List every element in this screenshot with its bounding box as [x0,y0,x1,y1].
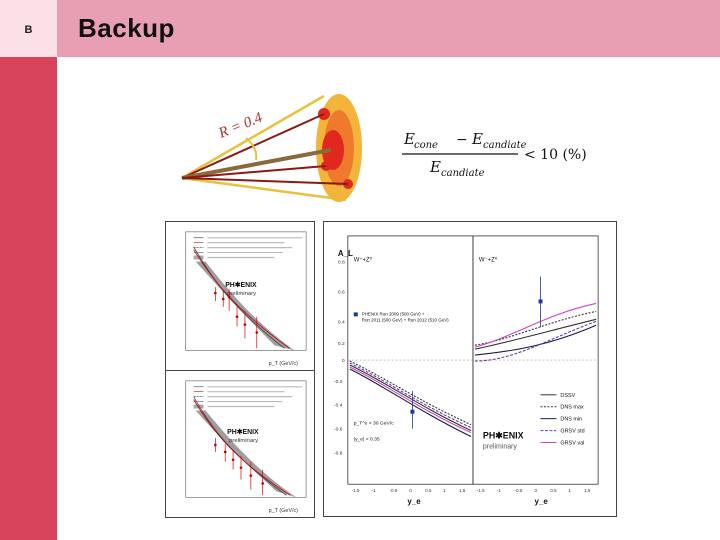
spectrum-band-top [195,261,295,351]
svg-text:1.5: 1.5 [584,488,591,493]
brand-sub-bottom: preliminary [229,438,258,444]
svg-text:-0.6: -0.6 [334,427,343,433]
formula-den: E [429,158,441,176]
section-marker-box: B [0,0,57,57]
formula-num-b-sub: candiate [483,140,527,151]
svg-text:Run 2011 (500 GeV) + Run 2012: Run 2011 (500 GeV) + Run 2012 (510 GeV) [362,317,449,322]
panel-left-label: W⁺+Z⁰ [354,257,373,264]
section-marker: B [24,24,33,36]
svg-text:0.5: 0.5 [425,488,432,493]
brand-asym: PH✱ENIX [483,431,524,441]
brand-sub-asym: preliminary [483,443,517,450]
spectrum-legend-bottom [193,386,303,409]
spectrum-points-top [214,287,259,349]
cut-eta: |y_e| < 0.35 [354,437,380,443]
formula-num-a: E [403,130,415,148]
xlabel-top: p_T (GeV/c) [269,361,299,367]
svg-text:-0.5: -0.5 [515,488,523,493]
cone-edge-top [181,94,325,180]
svg-text:1: 1 [568,488,571,493]
theory-legend: DSSV DNS max DNS min GRSV std GRSV val [540,393,585,446]
svg-text:-0.5: -0.5 [390,488,398,493]
svg-text:0.6: 0.6 [338,290,345,296]
panel-right-label: W⁻+Z⁰ [479,257,498,264]
xlabel-bottom: p_T (GeV/c) [269,508,299,514]
x-ticks: -1.5 -1 -0.5 0 0.5 1 1.5 -1.5 -1 -0.5 0 0.5 1 1.5 [352,488,591,493]
cone-radius-label: R = 0.4 [216,110,266,142]
svg-text:GRSV val: GRSV val [560,440,584,446]
spectrum-plot-top: PH✱ENIX preliminary p_T (GeV/c) [165,221,315,371]
cone-edge-bottom [181,176,347,202]
formula-den-sub: candiate [441,168,485,179]
brand-top: PH✱ENIX [225,281,257,289]
svg-text:-0.4: -0.4 [334,403,343,409]
brand-sub-top: preliminary [227,291,256,297]
radius-arc [245,137,258,161]
brand-bottom: PH✱ENIX [227,428,259,436]
svg-text:0.8: 0.8 [338,260,345,266]
spectrum-curve-a [193,246,285,349]
svg-text:PHENIX Run 2009 (500 GeV) +: PHENIX Run 2009 (500 GeV) + [362,311,425,316]
central-particle [322,130,344,170]
data-points-asym [410,276,543,429]
y-axis-label: A_L [338,249,353,258]
svg-text:GRSV std: GRSV std [560,429,584,435]
svg-text:1: 1 [443,488,446,493]
svg-text:DNS min: DNS min [560,417,582,423]
svg-text:DNS max: DNS max [560,405,584,411]
spectrum-plot-bottom: PH✱ENIX preliminary p_T (GeV/c) [165,370,315,518]
svg-text:-1.5: -1.5 [352,488,360,493]
svg-text:DSSV: DSSV [560,393,575,399]
svg-text:-0.2: -0.2 [334,379,343,385]
slide-title: Backup [78,13,175,43]
svg-text:0: 0 [342,358,345,364]
spectrum-curve-c [193,396,287,496]
formula-num-b: E [471,130,483,148]
formula-minus: − [456,132,468,148]
svg-text:1.5: 1.5 [459,488,466,493]
header-bar [0,0,720,57]
y-ticks: 0.8 0.6 0.4 0.2 0 -0.2 -0.4 -0.6 -0.8 [334,260,345,457]
isolation-cone-diagram: R = 0.4 [181,94,362,202]
asymmetry-plot: 0.8 0.6 0.4 0.2 0 -0.2 -0.4 -0.6 -0.8 A_… [323,221,617,517]
spectrum-band-bottom [195,410,297,498]
xlabel-left: y_e [407,497,421,506]
cut-pt: p_T^e > 30 GeV/c [354,421,394,427]
formula-relation: < 10 (%) [524,147,587,163]
curves-left [349,360,472,438]
track-2 [181,165,327,179]
svg-text:-0.8: -0.8 [334,450,343,456]
isolation-formula: E cone − E candiate E candiate < 10 (%) [402,130,587,179]
run-legend: PHENIX Run 2009 (500 GeV) + Run 2011 (50… [353,311,449,322]
spectrum-points-bottom [214,438,265,496]
svg-text:0.5: 0.5 [550,488,557,493]
track-3 [181,177,349,185]
svg-text:0: 0 [535,488,538,493]
svg-text:0: 0 [409,488,412,493]
xlabel-right: y_e [535,497,549,506]
spectrum-curve-d [193,399,291,496]
track-main [181,148,332,180]
curves-right [474,302,597,362]
svg-text:-1: -1 [372,488,376,493]
svg-text:-1.5: -1.5 [477,488,485,493]
svg-text:0.4: 0.4 [338,319,345,325]
svg-text:0.2: 0.2 [338,341,345,347]
sidebar-accent [0,57,57,540]
formula-num-a-sub: cone [414,140,438,151]
svg-text:-1: -1 [497,488,501,493]
